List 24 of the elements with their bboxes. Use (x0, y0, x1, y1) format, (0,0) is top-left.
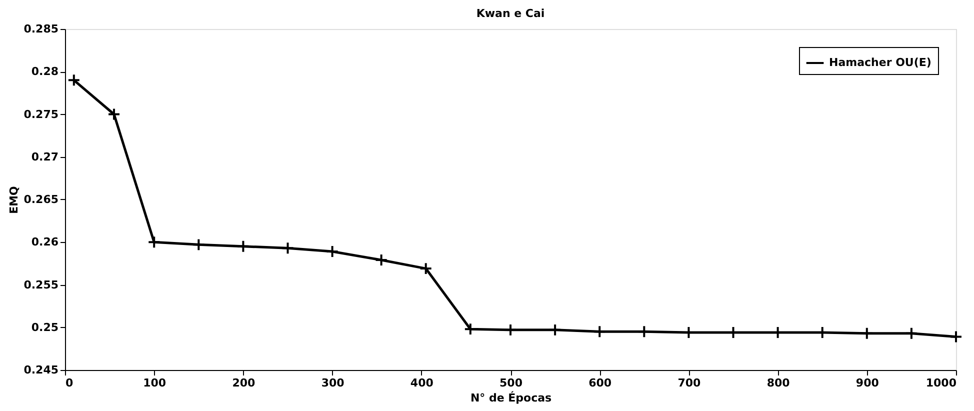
y-tick-label: 0.245 (24, 364, 58, 376)
x-tick-label: 200 (232, 376, 256, 390)
x-tick-label: 500 (500, 376, 523, 390)
y-tick-label: 0.255 (24, 278, 58, 292)
chart-title: Kwan e Cai (476, 7, 545, 20)
x-tick-label: 300 (321, 376, 345, 390)
legend-label: Hamacher OU(E) (829, 56, 932, 69)
x-tick-label: 800 (766, 376, 790, 390)
x-tick-label: 400 (410, 376, 434, 390)
x-tick-label: 100 (143, 376, 166, 390)
y-tick-label: 0.285 (24, 22, 58, 36)
y-tick-label: 0.275 (24, 108, 58, 121)
x-tick-label: 0 (66, 376, 74, 390)
y-tick-label: 0.25 (31, 320, 58, 334)
x-axis-title: N° de Épocas (470, 390, 552, 404)
y-tick-label: 0.27 (31, 150, 58, 164)
x-tick-label: 1000 (926, 376, 957, 390)
y-axis-title: EMQ (8, 186, 21, 214)
x-tick-label: 700 (678, 376, 702, 390)
x-tick-label: 600 (588, 376, 612, 390)
y-tick-label: 0.26 (31, 236, 59, 249)
x-tick-label: 900 (856, 376, 880, 390)
y-tick-label: 0.28 (31, 65, 58, 78)
y-tick-label: 0.265 (24, 193, 58, 206)
